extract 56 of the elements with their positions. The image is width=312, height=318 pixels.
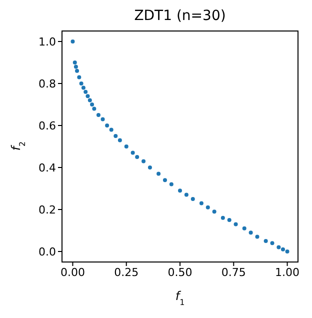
point [109,128,114,132]
y-tick-label: 0.0 [38,245,56,258]
point [280,247,285,252]
y-tick-label: 0.6 [38,119,56,132]
y-tick-label: 0.2 [38,203,56,216]
point [130,150,135,155]
point [92,106,96,111]
point [206,205,210,210]
point [81,86,86,90]
point [77,75,82,80]
x-tick-label: 0.25 [114,266,139,279]
y-tick-label: 0.8 [38,77,56,90]
point [178,188,182,193]
point [156,172,161,176]
point [148,166,152,170]
point [169,182,174,186]
point [199,201,204,206]
chart-title: ZDT1 (n=30) [134,8,226,24]
point [220,216,225,220]
point [270,241,274,246]
point [88,98,92,102]
x-tick-label: 0.00 [60,266,85,279]
point [100,117,105,122]
point [248,230,253,235]
y-tick-label: 0.4 [38,161,56,174]
point [70,40,75,44]
point [79,82,84,86]
point [184,192,188,197]
point [96,113,100,117]
point [142,159,146,164]
point [114,134,118,138]
point [285,250,290,254]
point [72,60,77,64]
point [75,68,80,73]
point [242,226,246,230]
point [135,155,140,159]
point [105,124,110,128]
point [84,90,88,94]
point [227,218,232,222]
point [90,102,94,106]
point [74,64,78,69]
point [264,239,268,243]
x-tick-label: 1.00 [275,266,300,279]
x-tick-label: 0.75 [221,266,246,279]
point [118,138,122,142]
point [124,144,128,148]
y-tick-label: 1.0 [38,35,56,48]
point [276,245,281,250]
point [234,222,238,226]
point [212,210,216,214]
x-tick-label: 0.50 [168,266,192,279]
point [255,234,260,239]
point [162,178,167,182]
x-axis-title: f$_{1}$ [175,289,185,306]
point [86,94,90,98]
point [190,197,195,201]
